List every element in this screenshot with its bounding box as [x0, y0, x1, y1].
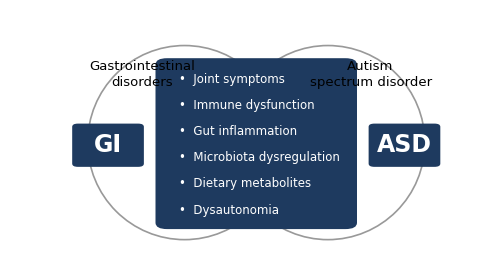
FancyBboxPatch shape: [156, 58, 357, 229]
FancyBboxPatch shape: [368, 124, 440, 167]
Ellipse shape: [231, 45, 425, 240]
Text: •  Dietary metabolites: • Dietary metabolites: [179, 178, 311, 190]
Text: •  Joint symptoms: • Joint symptoms: [179, 73, 284, 86]
Text: Autism
spectrum disorder: Autism spectrum disorder: [310, 60, 432, 89]
Text: Gastrointestinal
disorders: Gastrointestinal disorders: [89, 60, 195, 89]
Text: •  Immune dysfunction: • Immune dysfunction: [179, 99, 314, 112]
Text: •  Gut inflammation: • Gut inflammation: [179, 125, 297, 138]
Text: •  Dysautonomia: • Dysautonomia: [179, 204, 279, 217]
Text: ASD: ASD: [377, 133, 432, 157]
Text: GI: GI: [94, 133, 122, 157]
FancyBboxPatch shape: [72, 124, 144, 167]
Ellipse shape: [88, 45, 282, 240]
Text: •  Microbiota dysregulation: • Microbiota dysregulation: [179, 151, 340, 164]
